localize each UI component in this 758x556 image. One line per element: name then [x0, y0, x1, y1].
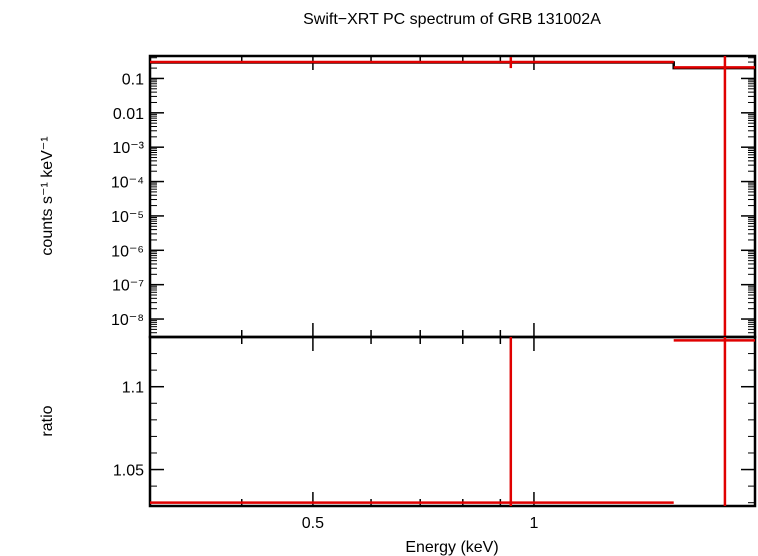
ratio-panel: 1.1 1.05 0.5 1 — [113, 335, 757, 532]
y-tick-label: 10⁻⁵ — [111, 209, 144, 226]
y-tick-label: 10⁻⁷ — [112, 278, 144, 295]
y-axis-label-spectrum: counts s⁻¹ keV⁻¹ — [39, 136, 56, 255]
chart-title: Swift−XRT PC spectrum of GRB 131002A — [303, 11, 601, 28]
y-tick-label: 1.05 — [113, 463, 144, 480]
model-line — [150, 61, 755, 70]
ratio-frame — [148, 335, 757, 508]
y-tick-label: 10⁻³ — [112, 140, 144, 157]
x-axis-label: Energy (keV) — [405, 539, 498, 556]
y-axis-label-ratio: ratio — [39, 405, 56, 436]
spectrum-frame — [148, 54, 757, 339]
y-tick-label: 1.1 — [122, 380, 144, 397]
spectrum-panel: 0.1 0.01 10⁻³ 10⁻⁴ 10⁻⁵ 10⁻⁶ 10⁻⁷ 10⁻⁸ — [111, 54, 757, 339]
y-tick-label: 10⁻⁸ — [111, 312, 144, 329]
y-tick-label: 0.01 — [113, 106, 144, 123]
x-tick-label: 1 — [529, 515, 538, 532]
y-tick-label: 0.1 — [122, 71, 144, 88]
x-tick-label: 0.5 — [302, 515, 324, 532]
y-tick-label: 10⁻⁴ — [111, 175, 144, 192]
y-tick-label: 10⁻⁶ — [111, 243, 144, 260]
